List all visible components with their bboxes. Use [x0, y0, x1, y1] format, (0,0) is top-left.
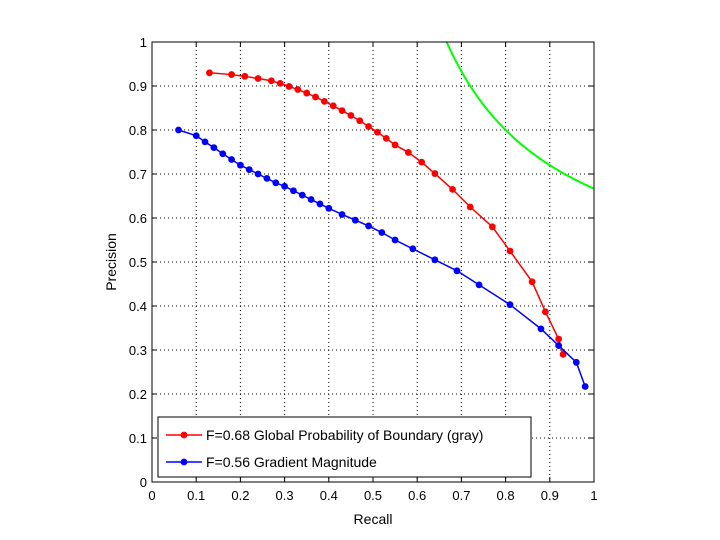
- y-tick-label: 0.5: [129, 255, 147, 270]
- y-tick-label: 0.8: [129, 123, 147, 138]
- y-tick-label: 1: [140, 35, 147, 50]
- series-0-point: [365, 123, 372, 130]
- series-1-point: [290, 187, 297, 195]
- series-0-point: [338, 107, 346, 115]
- legend-marker: [180, 431, 188, 439]
- series-0-point: [320, 98, 328, 105]
- x-tick-label: 0.3: [276, 488, 294, 503]
- series-1-point: [175, 126, 182, 134]
- series-0-point: [466, 203, 474, 211]
- series-0-point: [206, 69, 213, 77]
- series-0-point: [541, 308, 549, 316]
- x-tick-label: 1: [590, 488, 597, 503]
- series-1-point: [378, 229, 386, 236]
- y-tick-label: 0.1: [129, 431, 147, 446]
- series-0-point: [294, 86, 302, 93]
- series-1-point: [431, 256, 439, 264]
- y-tick-label: 0: [140, 475, 147, 490]
- series-1-point: [272, 179, 280, 187]
- series-0-point: [285, 83, 293, 90]
- series-0-point: [347, 112, 355, 119]
- series-1-point: [351, 216, 359, 224]
- series-0-line: [209, 72, 564, 355]
- series-1-point: [338, 211, 346, 218]
- y-tick-label: 0.4: [129, 299, 147, 314]
- series-0-point: [488, 223, 496, 231]
- series-1-point: [228, 156, 235, 163]
- series-0-point: [312, 93, 319, 101]
- series-1-point: [325, 204, 333, 212]
- x-tick-label: 0: [148, 488, 155, 503]
- series-1-point: [237, 161, 244, 169]
- series-1-point: [365, 222, 372, 230]
- x-tick-label: 0.2: [231, 488, 249, 503]
- x-axis-label: Recall: [354, 511, 393, 527]
- series-0-point: [228, 71, 235, 78]
- series-1-point: [298, 191, 306, 199]
- series-0-point: [555, 335, 563, 343]
- legend: F=0.68 Global Probability of Boundary (g…: [157, 416, 532, 478]
- series-0-point: [404, 149, 412, 156]
- series-1-point: [506, 301, 514, 309]
- series-1-point: [281, 182, 288, 190]
- series-1-point: [201, 138, 209, 146]
- x-tick-label: 0.1: [187, 488, 205, 503]
- series-1-point: [210, 144, 218, 152]
- plot-area: [175, 42, 594, 390]
- series-1-point: [316, 200, 324, 208]
- series-0-point: [418, 158, 426, 166]
- series-1-point: [453, 267, 461, 275]
- series-0-point: [374, 128, 381, 136]
- series-0-point: [528, 278, 536, 286]
- series-1-point: [245, 166, 253, 174]
- series-1-point: [409, 245, 417, 253]
- x-tick-label: 0.8: [497, 488, 515, 503]
- series-0-point: [241, 72, 249, 80]
- y-tick-label: 0.9: [129, 79, 147, 94]
- series-1-point: [219, 150, 227, 158]
- y-tick-label: 0.7: [129, 167, 147, 182]
- series-0-point: [329, 102, 337, 110]
- series-1-point: [307, 196, 315, 203]
- legend-entry: F=0.68 Global Probability of Boundary (g…: [206, 427, 483, 443]
- series-0-point: [276, 79, 284, 87]
- series-1-point: [254, 170, 262, 178]
- x-tick-label: 0.7: [452, 488, 470, 503]
- series-1-point: [572, 358, 580, 366]
- legend-box: [157, 416, 532, 478]
- y-tick-label: 0.6: [129, 211, 147, 226]
- series-1-point: [263, 175, 271, 182]
- series-0-point: [506, 247, 514, 255]
- series-0-point: [382, 134, 390, 142]
- series-1-point: [391, 236, 399, 244]
- series-0-point: [303, 89, 311, 97]
- x-tick-label: 0.9: [541, 488, 559, 503]
- series-1-point: [537, 325, 545, 333]
- grid-lines: [152, 42, 594, 482]
- series-1-point: [192, 132, 200, 140]
- legend-entry: F=0.56 Gradient Magnitude: [206, 454, 377, 470]
- legend-marker: [180, 458, 188, 466]
- series-1-point: [581, 383, 589, 390]
- series-0-point: [449, 186, 456, 193]
- series-1-point: [475, 281, 483, 289]
- series-0-point: [391, 141, 399, 149]
- x-tick-label: 0.6: [408, 488, 426, 503]
- y-tick-label: 0.3: [129, 343, 147, 358]
- ticks: 0 0.1 0.2 0.3 0.4 0.5 0.6 0.7 0.8 0.9 1 0 0.1 0.2 0.3 0…: [129, 35, 598, 503]
- series-0-point: [431, 170, 439, 177]
- series-0-point: [267, 77, 275, 85]
- series-1-point: [555, 342, 563, 349]
- y-axis-label: Precision: [103, 233, 119, 291]
- series-0-point: [559, 351, 567, 358]
- series-0-point: [254, 75, 262, 82]
- x-tick-label: 0.5: [364, 488, 382, 503]
- series-0-point: [356, 117, 364, 125]
- x-tick-label: 0.4: [320, 488, 338, 503]
- y-tick-label: 0.2: [129, 387, 147, 402]
